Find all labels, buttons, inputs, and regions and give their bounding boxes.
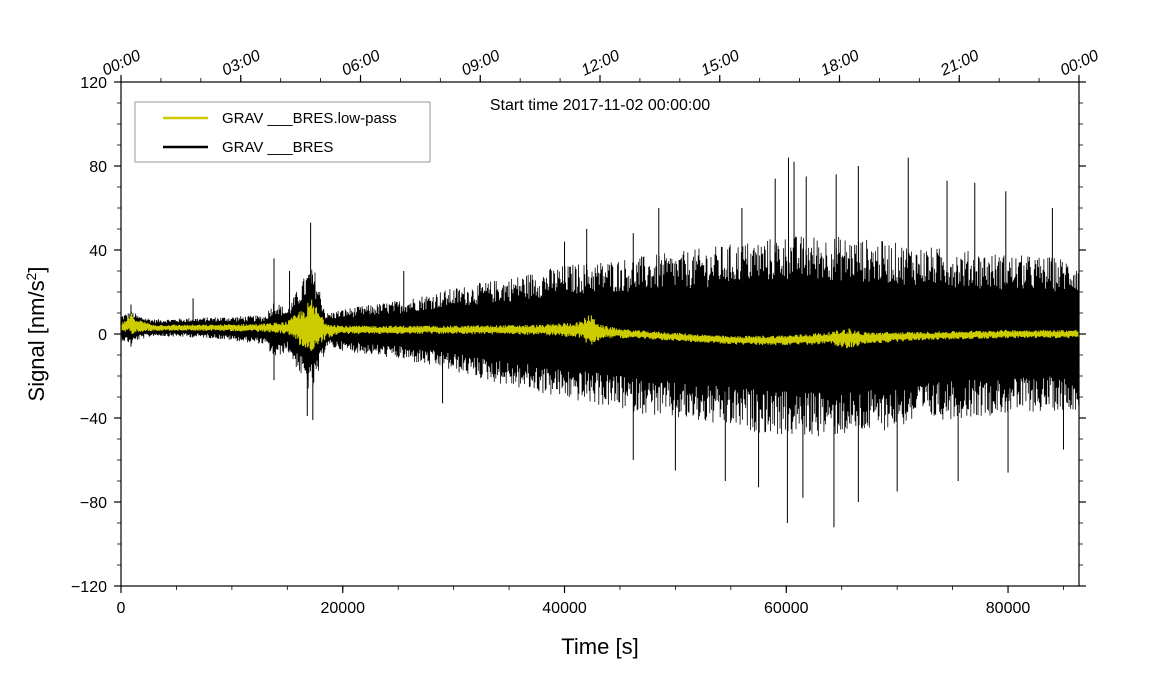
top-tick-label: 03:00 [220,47,264,79]
y-tick-label: 0 [98,327,107,344]
top-tick-label: 00:00 [100,47,144,79]
y-axis-title: Signal [nm/s2] [23,267,49,402]
y-tick-label: 80 [89,159,107,176]
y-axis-title-sup: 2 [23,272,39,280]
top-tick-label: 00:00 [1058,47,1102,79]
x-tick-label: 60000 [764,600,809,617]
legend-label-low-pass: GRAV ___BRES.low-pass [222,110,397,127]
y-axis-title-main: Signal [nm/s [24,280,49,401]
x-tick-label: 40000 [542,600,587,617]
x-tick-label: 80000 [986,600,1031,617]
top-tick-label: 09:00 [459,47,503,79]
top-tick-label: 15:00 [699,47,743,79]
start-time-annotation: Start time 2017-11-02 00:00:00 [490,97,710,114]
legend-label-raw: GRAV ___BRES [222,139,333,156]
y-tick-label: −120 [71,579,107,596]
series-low-pass-trace [120,299,1080,352]
y-axis-title-tail: ] [24,267,49,273]
series-raw-trace [120,236,1080,437]
top-tick-label: 12:00 [579,47,623,79]
x-axis-title: Time [s] [561,634,638,659]
top-tick-label: 06:00 [339,47,383,79]
x-tick-label: 20000 [321,600,366,617]
axis-ticks [114,75,1086,593]
y-tick-label: 40 [89,243,107,260]
legend-box [134,101,431,163]
y-tick-label: −40 [80,411,107,428]
y-tick-label: −80 [80,495,107,512]
plot-data-layer [120,157,1080,528]
legend: GRAV ___BRES.low-pass GRAV ___BRES [134,101,431,163]
x-tick-label: 0 [117,600,126,617]
y-tick-label: 120 [80,75,107,92]
top-tick-label: 18:00 [818,47,862,79]
